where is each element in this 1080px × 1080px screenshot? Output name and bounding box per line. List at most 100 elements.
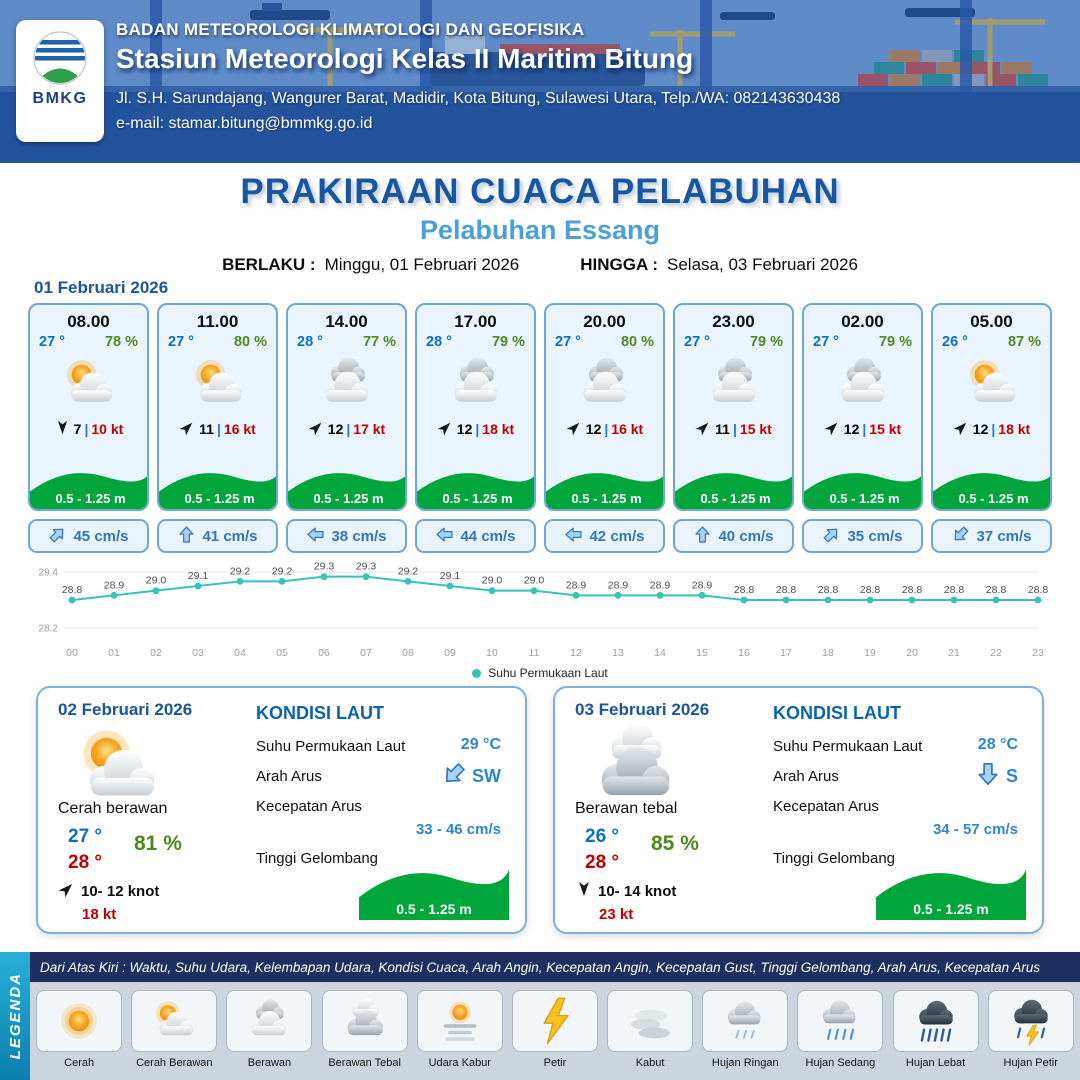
air-temperature: 28 ° (297, 334, 323, 350)
wind-row: 12 | 18 kt (437, 419, 514, 439)
current-speed: 35 cm/s (847, 527, 903, 545)
svg-text:29.2: 29.2 (230, 565, 251, 577)
wind-direction-icon (437, 419, 454, 439)
current-speed: 37 cm/s (976, 527, 1032, 545)
forecast-time: 17.00 (454, 312, 497, 331)
svg-text:28.8: 28.8 (818, 584, 839, 596)
wind-row: 12 | 16 kt (566, 419, 643, 439)
day2-temp-max: 28 ° (68, 852, 103, 873)
legend-item: Hujan Petir (985, 990, 1077, 1069)
day2-condition: Cerah berawan (58, 800, 168, 817)
svg-text:29.0: 29.0 (524, 575, 545, 587)
wave-height-band: 0.5 - 1.25 m (30, 463, 147, 509)
legend-item: Berawan Tebal (319, 990, 411, 1069)
svg-text:0.5 - 1.25 m: 0.5 - 1.25 m (55, 491, 125, 506)
svg-text:28.8: 28.8 (62, 584, 83, 596)
air-temperature: 27 ° (684, 334, 710, 350)
forecast-card: 23.00 27 ° 79 % 11 | 15 kt 0.5 - 1.25 m … (673, 303, 794, 553)
svg-text:0.5 - 1.25 m: 0.5 - 1.25 m (913, 901, 989, 917)
day2-temp-min: 27 ° (68, 826, 103, 847)
cloud-icon (315, 352, 379, 416)
gust-speed: 16 kt (223, 421, 256, 437)
forecast-card: 20.00 27 ° 80 % 12 | 16 kt 0.5 - 1.25 m … (544, 303, 665, 553)
forecast-card-main: 02.00 27 ° 79 % 12 | 15 kt 0.5 - 1.25 m (802, 303, 923, 511)
cloud-icon (226, 990, 313, 1052)
current-direction-icon (951, 525, 970, 548)
separator: | (346, 421, 351, 437)
current-speed-box: 40 cm/s (673, 519, 794, 553)
legend-item-label: Cerah Berawan (136, 1057, 213, 1069)
current-direction-icon (435, 525, 454, 548)
svg-text:23: 23 (1032, 647, 1044, 659)
separator: | (862, 421, 867, 437)
legenda-title: LEGENDA (6, 972, 24, 1060)
svg-text:28.9: 28.9 (650, 579, 671, 591)
sun-icon (36, 990, 123, 1052)
wind-speed: 11 (199, 421, 214, 437)
cloud-icon (702, 352, 766, 416)
svg-text:0.5 - 1.25 m: 0.5 - 1.25 m (829, 491, 899, 506)
current-speed: 44 cm/s (460, 527, 516, 545)
sea-conditions-title: KONDISI LAUT (256, 703, 384, 723)
wave-height-band: 0.5 - 1.25 m (546, 463, 663, 509)
temp-humidity-row: 28 ° 77 % (288, 332, 405, 350)
day2-wind-row: 10- 12 knot (58, 880, 159, 902)
svg-text:12: 12 (570, 647, 582, 659)
forecast-card: 14.00 28 ° 77 % 12 | 17 kt 0.5 - 1.25 m … (286, 303, 407, 553)
berlaku-value: Minggu, 01 Februari 2026 (324, 255, 520, 274)
svg-text:28.2: 28.2 (39, 624, 59, 635)
station-address: Jl. S.H. Sarundajang, Wangurer Barat, Ma… (116, 90, 841, 107)
separator: | (604, 421, 609, 437)
relative-humidity: 78 % (104, 334, 138, 350)
wind-speed: 12 (843, 421, 860, 437)
wind-direction-icon (308, 419, 325, 439)
legend-item: Hujan Lebat (890, 990, 982, 1069)
current-direction-icon (975, 761, 1001, 792)
wind-direction-icon (54, 419, 71, 439)
wind-row: 12 | 18 kt (953, 419, 1030, 439)
wave-height-label: Tinggi Gelombang (773, 850, 896, 867)
current-speed-box: 38 cm/s (286, 519, 407, 553)
forecast-time: 08.00 (67, 312, 110, 331)
relative-humidity: 80 % (233, 334, 267, 350)
svg-text:16: 16 (738, 647, 750, 659)
current-direction-icon (822, 525, 841, 548)
chart-legend: Suhu Permukaan Laut (26, 666, 1054, 680)
day2-current-dir-text: SW (472, 766, 501, 786)
legend-item-label: Udara Kabur (428, 1057, 491, 1069)
svg-text:29.1: 29.1 (188, 570, 209, 582)
reading-order-note: Dari Atas Kiri : Waktu, Suhu Udara, Kele… (30, 952, 1080, 982)
temp-humidity-row: 27 ° 80 % (159, 332, 276, 350)
bmkg-logo-icon (33, 31, 87, 85)
wind-row: 12 | 17 kt (308, 419, 385, 439)
current-speed-box: 44 cm/s (415, 519, 536, 553)
svg-text:0.5 - 1.25 m: 0.5 - 1.25 m (571, 491, 641, 506)
current-direction-label: Arah Arus (256, 768, 322, 785)
forecast-time: 23.00 (712, 312, 755, 331)
svg-text:0.5 - 1.25 m: 0.5 - 1.25 m (396, 901, 472, 917)
cloud-thick-icon (321, 990, 408, 1052)
day3-temp-min: 26 ° (585, 826, 620, 847)
haze-icon (416, 990, 503, 1052)
svg-text:15: 15 (696, 647, 708, 659)
wind-speed: 12 (972, 421, 989, 437)
rain-medium-icon (797, 990, 884, 1052)
wind-direction-icon (575, 880, 593, 902)
legend-item-label: Hujan Sedang (805, 1057, 876, 1069)
svg-text:29.0: 29.0 (146, 575, 167, 587)
current-speed-box: 42 cm/s (544, 519, 665, 553)
sun-cloud-icon (57, 352, 121, 416)
wave-height-band: 0.5 - 1.25 m (288, 463, 405, 509)
footer: LEGENDA Dari Atas Kiri : Waktu, Suhu Uda… (0, 952, 1080, 1080)
day3-current-dir-text: S (1005, 766, 1018, 786)
legend-item-label: Cerah (64, 1057, 95, 1069)
air-temperature: 28 ° (426, 334, 452, 350)
sun-cloud-icon (960, 352, 1024, 416)
page-subtitle: Pelabuhan Essang (419, 215, 661, 245)
sun-cloud-icon (186, 352, 250, 416)
forecast-card: 02.00 27 ° 79 % 12 | 15 kt 0.5 - 1.25 m … (802, 303, 923, 553)
wind-direction-icon (179, 419, 196, 439)
relative-humidity: 87 % (1007, 334, 1041, 350)
agency-name: BADAN METEOROLOGI KLIMATOLOGI DAN GEOFIS… (116, 20, 585, 39)
